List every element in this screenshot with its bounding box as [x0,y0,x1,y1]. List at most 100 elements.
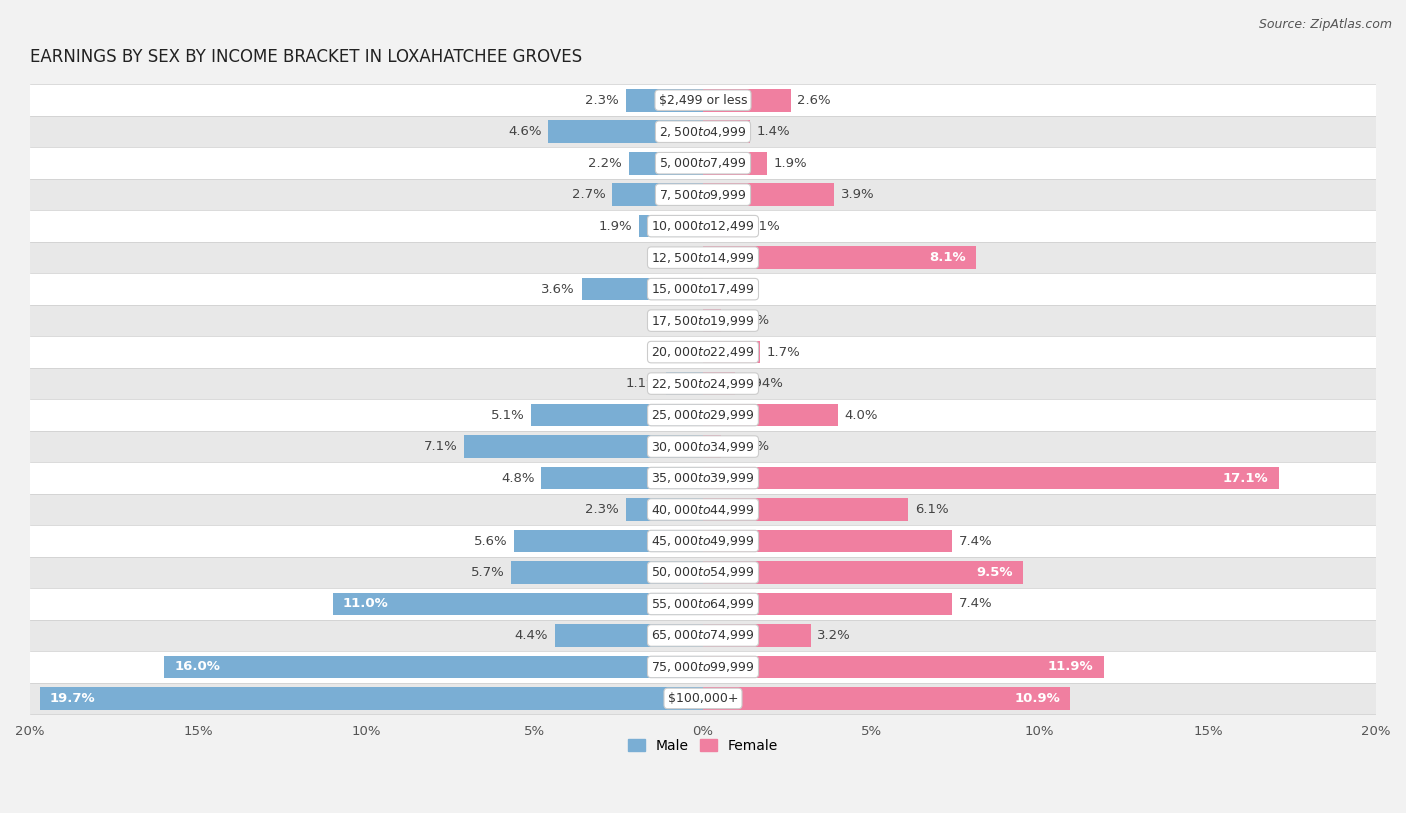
Text: EARNINGS BY SEX BY INCOME BRACKET IN LOXAHATCHEE GROVES: EARNINGS BY SEX BY INCOME BRACKET IN LOX… [30,47,582,66]
Text: 6.1%: 6.1% [915,503,949,516]
Text: 2.3%: 2.3% [585,503,619,516]
Bar [626,498,703,521]
Bar [703,498,908,521]
Bar [531,404,703,426]
Text: 19.7%: 19.7% [51,692,96,705]
Text: 4.8%: 4.8% [501,472,534,485]
Bar [703,246,976,269]
Text: 0.52%: 0.52% [727,440,769,453]
Bar [30,651,1376,683]
Text: $2,500 to $4,999: $2,500 to $4,999 [659,124,747,139]
Bar [703,120,751,143]
Text: 7.4%: 7.4% [959,598,993,611]
Bar [703,152,766,175]
Bar [703,655,1104,678]
Bar [703,593,952,615]
Bar [30,399,1376,431]
Bar [30,367,1376,399]
Bar [30,620,1376,651]
Text: 1.1%: 1.1% [747,220,780,233]
Bar [30,179,1376,211]
Text: $75,000 to $99,999: $75,000 to $99,999 [651,660,755,674]
Text: $25,000 to $29,999: $25,000 to $29,999 [651,408,755,422]
Bar [548,120,703,143]
Text: 10.9%: 10.9% [1014,692,1060,705]
Bar [703,561,1022,584]
Text: 1.1%: 1.1% [626,377,659,390]
Text: 4.0%: 4.0% [845,409,877,422]
Bar [703,435,720,458]
Bar [464,435,703,458]
Bar [628,152,703,175]
Text: $55,000 to $64,999: $55,000 to $64,999 [651,597,755,611]
Bar [333,593,703,615]
Text: 2.3%: 2.3% [585,93,619,107]
Bar [30,273,1376,305]
Text: $100,000+: $100,000+ [668,692,738,705]
Text: 0.0%: 0.0% [662,251,696,264]
Text: 11.9%: 11.9% [1047,660,1094,673]
Text: $17,500 to $19,999: $17,500 to $19,999 [651,314,755,328]
Bar [30,493,1376,525]
Legend: Male, Female: Male, Female [623,733,783,759]
Text: 3.2%: 3.2% [817,629,851,642]
Bar [512,561,703,584]
Text: 7.1%: 7.1% [423,440,457,453]
Bar [165,655,703,678]
Text: 2.6%: 2.6% [797,93,831,107]
Bar [703,624,811,647]
Text: 2.2%: 2.2% [589,157,623,170]
Text: 5.1%: 5.1% [491,409,524,422]
Bar [30,116,1376,147]
Bar [582,278,703,301]
Bar [30,242,1376,273]
Text: 9.5%: 9.5% [976,566,1012,579]
Bar [30,463,1376,493]
Bar [30,85,1376,116]
Bar [703,341,761,363]
Text: 0.94%: 0.94% [741,377,783,390]
Bar [30,147,1376,179]
Bar [30,305,1376,337]
Bar [666,372,703,395]
Text: 0.0%: 0.0% [662,346,696,359]
Bar [703,89,790,111]
Text: $7,500 to $9,999: $7,500 to $9,999 [659,188,747,202]
Text: 1.4%: 1.4% [756,125,790,138]
Bar [626,89,703,111]
Text: 7.4%: 7.4% [959,534,993,547]
Bar [30,525,1376,557]
Text: $10,000 to $12,499: $10,000 to $12,499 [651,220,755,233]
Bar [703,215,740,237]
Text: $40,000 to $44,999: $40,000 to $44,999 [651,502,755,516]
Text: 0.0%: 0.0% [710,283,744,296]
Bar [703,309,720,332]
Text: 3.9%: 3.9% [841,188,875,201]
Bar [703,530,952,552]
Text: 16.0%: 16.0% [174,660,221,673]
Bar [555,624,703,647]
Bar [703,687,1070,710]
Text: 3.6%: 3.6% [541,283,575,296]
Text: 1.7%: 1.7% [766,346,800,359]
Bar [30,431,1376,463]
Text: 0.0%: 0.0% [662,314,696,327]
Text: $30,000 to $34,999: $30,000 to $34,999 [651,440,755,454]
Text: Source: ZipAtlas.com: Source: ZipAtlas.com [1258,18,1392,31]
Bar [30,557,1376,589]
Text: $35,000 to $39,999: $35,000 to $39,999 [651,471,755,485]
Text: 4.6%: 4.6% [508,125,541,138]
Bar [703,372,735,395]
Text: 8.1%: 8.1% [929,251,966,264]
Bar [612,184,703,206]
Text: $20,000 to $22,499: $20,000 to $22,499 [651,345,755,359]
Text: 1.9%: 1.9% [599,220,633,233]
Text: 11.0%: 11.0% [343,598,388,611]
Text: 5.6%: 5.6% [474,534,508,547]
Text: $45,000 to $49,999: $45,000 to $49,999 [651,534,755,548]
Text: 2.7%: 2.7% [572,188,606,201]
Bar [30,337,1376,367]
Text: $5,000 to $7,499: $5,000 to $7,499 [659,156,747,170]
Text: $12,500 to $14,999: $12,500 to $14,999 [651,250,755,265]
Bar [541,467,703,489]
